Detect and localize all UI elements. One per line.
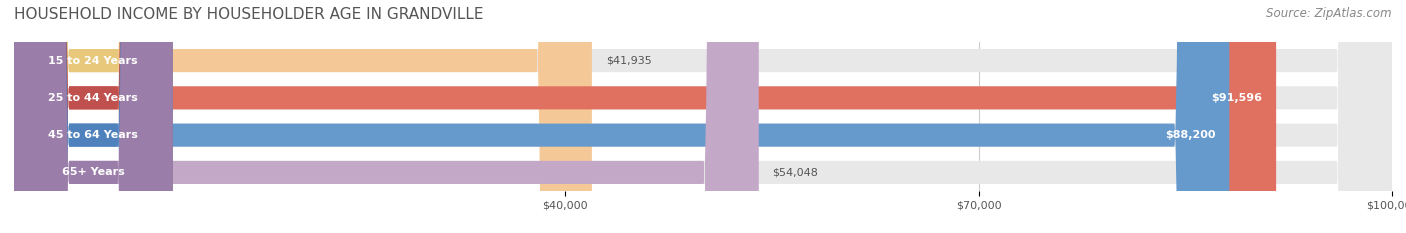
Text: 25 to 44 Years: 25 to 44 Years [48,93,138,103]
FancyBboxPatch shape [14,0,759,233]
FancyBboxPatch shape [14,0,173,233]
Text: 65+ Years: 65+ Years [62,168,125,177]
Text: 15 to 24 Years: 15 to 24 Years [48,56,138,65]
FancyBboxPatch shape [14,0,592,233]
FancyBboxPatch shape [14,0,1277,233]
FancyBboxPatch shape [14,0,1392,233]
FancyBboxPatch shape [14,0,173,233]
Text: $91,596: $91,596 [1212,93,1263,103]
Text: $41,935: $41,935 [606,56,651,65]
FancyBboxPatch shape [14,0,1229,233]
Text: 45 to 64 Years: 45 to 64 Years [48,130,138,140]
FancyBboxPatch shape [14,0,1392,233]
Text: $88,200: $88,200 [1166,130,1216,140]
FancyBboxPatch shape [14,0,173,233]
FancyBboxPatch shape [14,0,1392,233]
FancyBboxPatch shape [14,0,1392,233]
Text: $54,048: $54,048 [772,168,818,177]
Text: Source: ZipAtlas.com: Source: ZipAtlas.com [1267,7,1392,20]
Text: HOUSEHOLD INCOME BY HOUSEHOLDER AGE IN GRANDVILLE: HOUSEHOLD INCOME BY HOUSEHOLDER AGE IN G… [14,7,484,22]
FancyBboxPatch shape [14,0,173,233]
